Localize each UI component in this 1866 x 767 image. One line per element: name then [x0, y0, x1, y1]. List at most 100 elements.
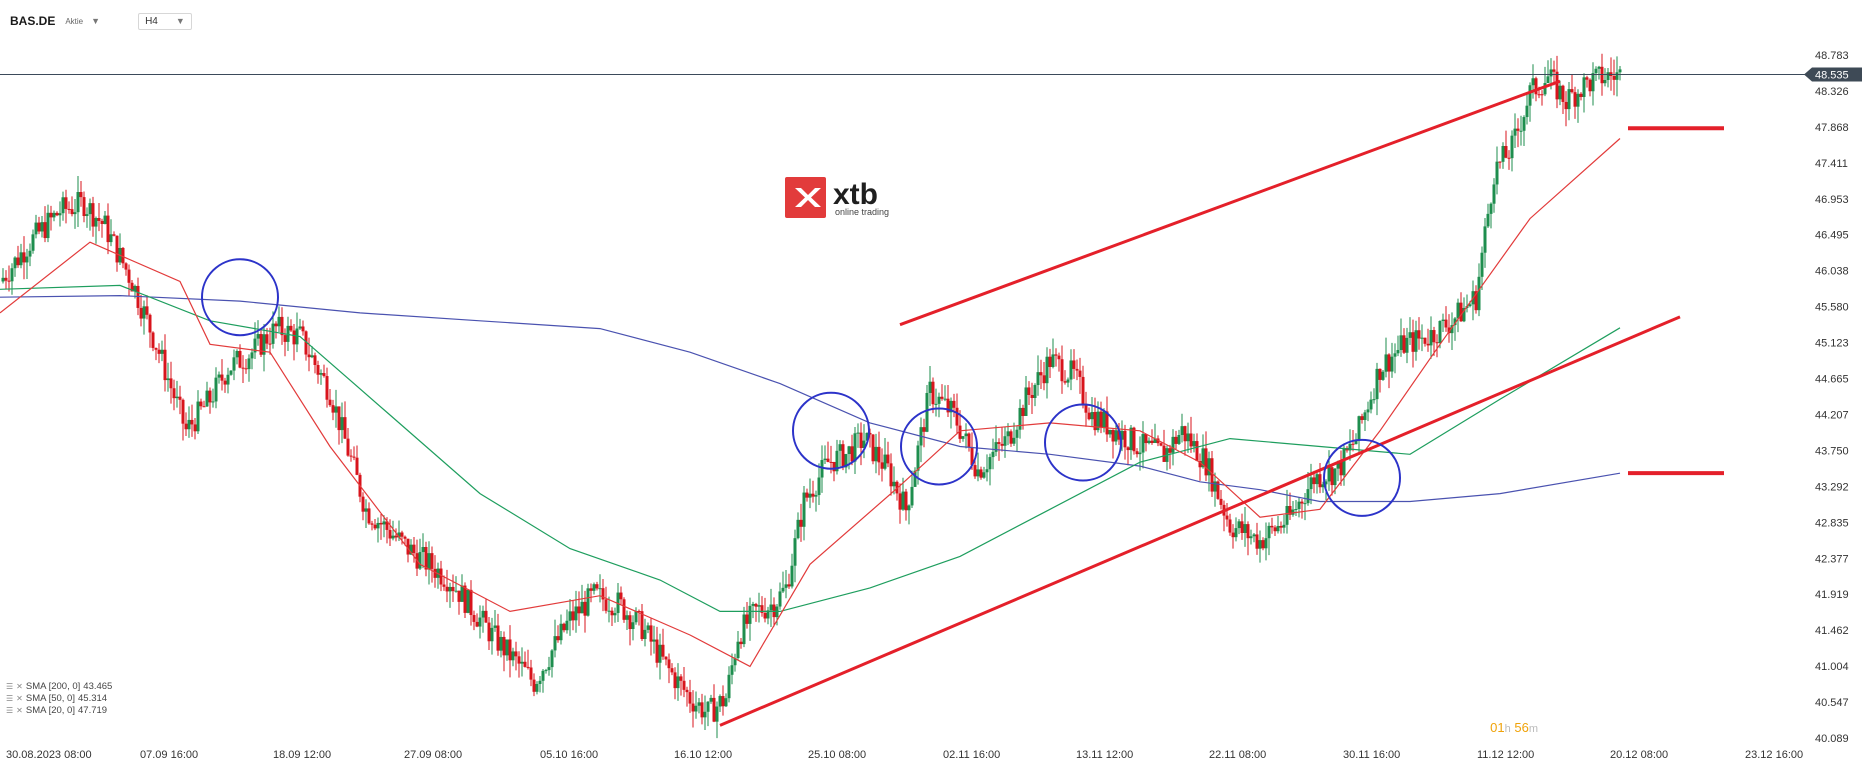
candle-body	[76, 192, 80, 213]
candle-body	[1501, 146, 1505, 162]
xtb-logo-text: xtb	[833, 178, 878, 211]
candle-body	[70, 209, 74, 215]
candle-body	[1498, 161, 1502, 163]
settings-icon[interactable]: ☰	[6, 682, 14, 691]
chevron-down-icon: ▼	[175, 16, 185, 26]
symbol-name[interactable]: BAS.DE	[10, 14, 56, 28]
candle-body	[211, 401, 215, 403]
close-icon[interactable]: ✕	[16, 694, 23, 703]
candle-body	[1366, 409, 1370, 413]
candle-body	[145, 306, 149, 315]
candle-body	[787, 584, 791, 587]
candle-body	[1234, 528, 1238, 538]
symbol-dropdown-icon[interactable]: ▼	[91, 16, 101, 26]
candle-body	[1432, 330, 1436, 343]
candle-body	[805, 492, 809, 498]
candle-body	[916, 445, 920, 471]
candle-body	[757, 605, 761, 607]
y-tick-label: 44.207	[1815, 409, 1849, 421]
candle-body	[1549, 69, 1553, 77]
candle-body	[232, 357, 236, 371]
candle-body	[682, 680, 686, 690]
candle-body	[1252, 534, 1256, 537]
candle-body	[1102, 411, 1106, 428]
candle-body	[730, 665, 734, 675]
candle-body	[922, 427, 926, 432]
candle-body	[460, 585, 464, 602]
candle-body	[994, 442, 998, 452]
candle-body	[718, 696, 722, 707]
candle-body	[1087, 412, 1091, 420]
candle-body	[409, 544, 413, 555]
settings-icon[interactable]: ☰	[6, 694, 14, 703]
candle-body	[1369, 399, 1373, 410]
candle-body	[937, 396, 941, 404]
candle-body	[475, 621, 479, 627]
candle-body	[283, 335, 287, 342]
candle-body	[859, 432, 863, 449]
y-tick-label: 43.750	[1815, 445, 1849, 457]
candle-body	[958, 425, 962, 439]
candle-body	[454, 590, 458, 592]
close-icon[interactable]: ✕	[16, 706, 23, 715]
highlight-circle	[1323, 438, 1401, 517]
candle-body	[739, 641, 743, 645]
candle-body	[337, 406, 341, 431]
close-icon[interactable]: ✕	[16, 682, 23, 691]
candle-body	[1480, 252, 1484, 277]
candle-body	[532, 679, 536, 692]
candle-body	[1405, 337, 1409, 353]
candle-body	[679, 676, 683, 681]
candle-body	[676, 676, 680, 689]
candle-body	[1594, 68, 1598, 74]
settings-icon[interactable]: ☰	[6, 706, 14, 715]
x-tick-label: 20.12 08:00	[1610, 749, 1668, 761]
candle-body	[508, 639, 512, 661]
candle-body	[982, 472, 986, 478]
legend-sma-50[interactable]: ☰ ✕ SMA [50, 0] 45.314	[6, 693, 112, 705]
candle-body	[826, 458, 830, 462]
candle-body	[472, 615, 476, 622]
candle-body	[715, 706, 719, 722]
candle-body	[139, 307, 143, 319]
candle-body	[880, 462, 884, 469]
candle-body	[913, 470, 917, 487]
candle-body	[976, 469, 980, 477]
candle-body	[370, 523, 374, 525]
candle-body	[1612, 76, 1616, 80]
candle-body	[781, 587, 785, 592]
candle-body	[1261, 540, 1265, 549]
candle-body	[511, 651, 515, 661]
candle-body	[1285, 505, 1289, 525]
legend-sma-20[interactable]: ☰ ✕ SMA [20, 0] 47.719	[6, 705, 112, 717]
candle-body	[169, 378, 173, 389]
candle-body	[1321, 484, 1325, 488]
candle-body	[382, 521, 386, 525]
candle-body	[172, 388, 176, 399]
candle-body	[1444, 319, 1448, 328]
candle-body	[544, 670, 548, 672]
candle-body	[1009, 431, 1013, 444]
candle-body	[1021, 407, 1025, 416]
timeframe-select[interactable]: H4 ▼	[138, 12, 192, 30]
candle-body	[646, 625, 650, 630]
candle-body	[1084, 403, 1088, 413]
candle-body	[1030, 394, 1034, 398]
candle-body	[427, 553, 431, 570]
legend-sma-200[interactable]: ☰ ✕ SMA [200, 0] 43.465	[6, 681, 112, 693]
candle-body	[703, 711, 707, 718]
candle-body	[1099, 411, 1103, 428]
x-tick-label: 30.11 16:00	[1343, 749, 1400, 761]
sma-lines	[0, 138, 1621, 668]
candle-body	[667, 659, 671, 669]
candle-body	[1543, 83, 1547, 95]
candle-body	[325, 376, 329, 400]
candle-body	[1420, 337, 1424, 339]
candle-body	[466, 589, 470, 613]
candle-body	[1003, 436, 1007, 446]
candle-body	[1402, 335, 1406, 353]
candle-body	[1537, 94, 1541, 96]
candle-body	[1111, 429, 1115, 442]
candle-body	[1006, 431, 1010, 437]
